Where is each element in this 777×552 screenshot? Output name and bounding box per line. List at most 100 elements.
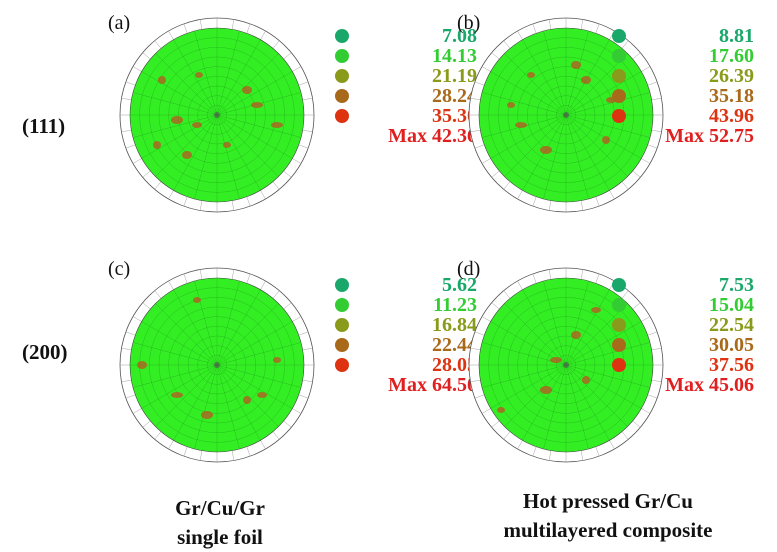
legend-item: 35.18 [612,86,762,106]
level-dot-2 [612,298,626,312]
level-value-2: 11.23 [433,294,477,316]
texture-spot [571,61,581,69]
column-label-line-2: single foil [177,525,263,549]
texture-spot [201,411,213,419]
level-dot-1 [335,29,349,43]
level-dot-2 [612,49,626,63]
level-dot-5 [612,109,626,123]
texture-spot [581,76,591,84]
texture-spot [527,72,535,78]
level-dot-1 [335,278,349,292]
level-dot-5 [335,358,349,372]
legend-item: 37.56 [612,355,762,375]
texture-spot [271,122,283,128]
texture-spot [273,357,281,363]
max-value: Max 45.06 [665,374,754,396]
texture-spot [257,392,267,398]
level-value-4: 35.18 [709,85,754,107]
level-dot-3 [612,69,626,83]
texture-spot [540,386,552,394]
texture-spot [243,396,251,404]
legend-item: 21.19 [335,66,485,86]
level-value-3: 22.54 [709,314,754,336]
level-dot-5 [335,109,349,123]
texture-spot [515,122,527,128]
pole-figure-c [117,265,317,465]
level-value-1: 7.08 [442,25,477,47]
texture-spot [550,357,562,363]
legend-item: 28.05 [335,355,485,375]
level-value-4: 22.44 [432,334,477,356]
level-dot-4 [335,89,349,103]
legend-d: 7.53 15.04 22.54 30.05 37.56 Max 45.06 [612,275,762,395]
level-dot-4 [612,338,626,352]
row-label-111: (111) [22,114,66,138]
level-value-2: 14.13 [432,45,477,67]
texture-spot [591,307,601,313]
level-dot-4 [335,338,349,352]
legend-a: 7.08 14.13 21.19 28.24 35.30 Max 42.36 [335,25,485,146]
legend-item: 8.81 [612,26,762,46]
legend-item: 35.30 [335,106,485,126]
texture-spot [158,76,166,84]
legend-item: 7.53 [612,275,762,295]
legend-item: 15.04 [612,295,762,315]
texture-spot [497,407,505,413]
level-value-5: 28.05 [432,354,477,376]
legend-b: 8.81 17.60 26.39 35.18 43.96 Max 52.75 [612,26,762,146]
level-value-3: 16.84 [432,314,477,336]
texture-spot [171,392,183,398]
texture-spot [153,141,161,149]
level-dot-2 [335,49,349,63]
column-label-line-2: multilayered composite [503,518,713,542]
level-value-5: 35.30 [432,105,477,127]
level-value-1: 7.53 [719,274,754,296]
level-dot-4 [612,89,626,103]
texture-spot [571,331,581,339]
max-value: Max 64.50 [388,374,477,396]
level-dot-5 [612,358,626,372]
level-value-5: 37.56 [709,354,754,376]
legend-item: 5.62 [335,275,485,295]
legend-item: 30.05 [612,335,762,355]
texture-spot [507,102,515,108]
texture-spot [540,146,552,154]
level-dot-1 [612,29,626,43]
texture-spot [182,151,192,159]
legend-item: 26.39 [612,66,762,86]
legend-item: 17.60 [612,46,762,66]
level-value-2: 17.60 [709,45,754,67]
texture-spot [193,297,201,303]
texture-spot [171,116,183,124]
max-value: Max 52.75 [665,125,754,147]
level-value-1: 5.62 [442,274,477,296]
legend-c: 5.62 11.23 16.84 22.44 28.05 Max 64.50 [335,275,485,395]
texture-spot [223,142,231,148]
level-dot-3 [335,69,349,83]
texture-spot [251,102,263,108]
level-dot-3 [612,318,626,332]
texture-spot [137,361,147,369]
pole-figure-label-b: (b) [457,12,481,34]
texture-spot [192,122,202,128]
row-label-200: (200) [22,340,68,364]
legend-item: 43.96 [612,106,762,126]
level-dot-1 [612,278,626,292]
legend-item: 11.23 [335,295,485,315]
level-dot-3 [335,318,349,332]
texture-spot [242,86,252,94]
texture-spot [582,376,590,384]
column-label-line-1: Hot pressed Gr/Cu [523,489,693,513]
level-value-1: 8.81 [719,25,754,47]
texture-spot [195,72,203,78]
pole-figure-a [117,15,317,215]
pole-figure-label-d: (d) [457,258,481,280]
texture-spot [602,136,610,144]
pole-figure-label-a: (a) [108,12,131,34]
level-value-4: 30.05 [709,334,754,356]
legend-item: 28.24 [335,86,485,106]
pole-figure-d [466,265,666,465]
level-dot-2 [335,298,349,312]
level-value-4: 28.24 [432,85,477,107]
legend-item: 14.13 [335,46,485,66]
